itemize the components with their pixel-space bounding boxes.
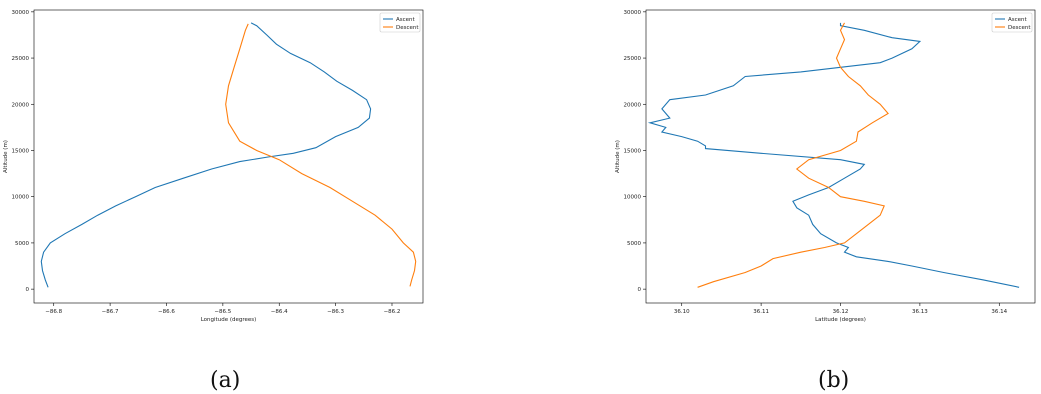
x-tick-label: −86.4 (271, 309, 288, 315)
y-tick-label: 15000 (624, 148, 642, 154)
y-tick-label: 30000 (624, 10, 642, 16)
x-tick-label: −86.7 (102, 309, 119, 315)
chart-b: 36.10 36.11 36.12 36.13 36.14 0 5000 10000 15000… (615, 9, 1036, 323)
y-axis-label: Altitude (m) (3, 140, 9, 173)
legend-label-descent: Descent (1008, 25, 1031, 31)
y-tick-label: 20000 (12, 102, 30, 108)
y-tick-label: 25000 (624, 56, 642, 62)
x-tick-label: −86.3 (327, 309, 344, 315)
x-tick-label: 36.12 (833, 309, 849, 315)
y-tick-label: 25000 (12, 56, 30, 62)
y-tick-label: 10000 (12, 195, 30, 201)
series-line-descent (697, 22, 889, 288)
y-tick-label: 20000 (624, 102, 642, 108)
x-tick-label: −86.5 (214, 309, 231, 315)
plot-frame (33, 9, 424, 304)
y-tick-label: 30000 (12, 10, 30, 16)
legend-label-ascent: Ascent (396, 17, 416, 23)
x-tick-label: −86.2 (384, 309, 401, 315)
chart-a: −86.8 −86.7 −86.6 −86.5 −86.4 −86.3 −86.2 0 5000… (3, 9, 424, 323)
caption-b: (b) (818, 368, 850, 393)
y-tick-label: 10000 (624, 195, 642, 201)
caption-a: (a) (210, 368, 241, 393)
x-tick-label: 36.10 (674, 309, 690, 315)
plot-frame (645, 9, 1036, 304)
y-axis-label: Altitude (m) (615, 140, 621, 173)
x-tick-label: 36.11 (753, 309, 769, 315)
x-tick-label: −86.6 (158, 309, 175, 315)
x-tick-label: 36.14 (991, 309, 1007, 315)
series-line-descent (225, 23, 417, 287)
y-tick-label: 5000 (15, 241, 29, 247)
x-tick-label: 36.13 (912, 309, 928, 315)
legend-label-ascent: Ascent (1008, 17, 1028, 23)
legend-label-descent: Descent (396, 25, 419, 31)
y-tick-label: 5000 (627, 241, 641, 247)
x-tick-label: −86.8 (45, 309, 62, 315)
y-tick-label: 0 (638, 287, 642, 293)
x-axis-label: Longitude (degrees) (201, 317, 257, 323)
series-line-ascent (647, 22, 1020, 288)
x-axis-label: Latitude (degrees) (815, 317, 866, 323)
series-line-ascent (40, 22, 372, 288)
y-tick-label: 0 (26, 287, 30, 293)
y-tick-label: 15000 (12, 148, 30, 154)
